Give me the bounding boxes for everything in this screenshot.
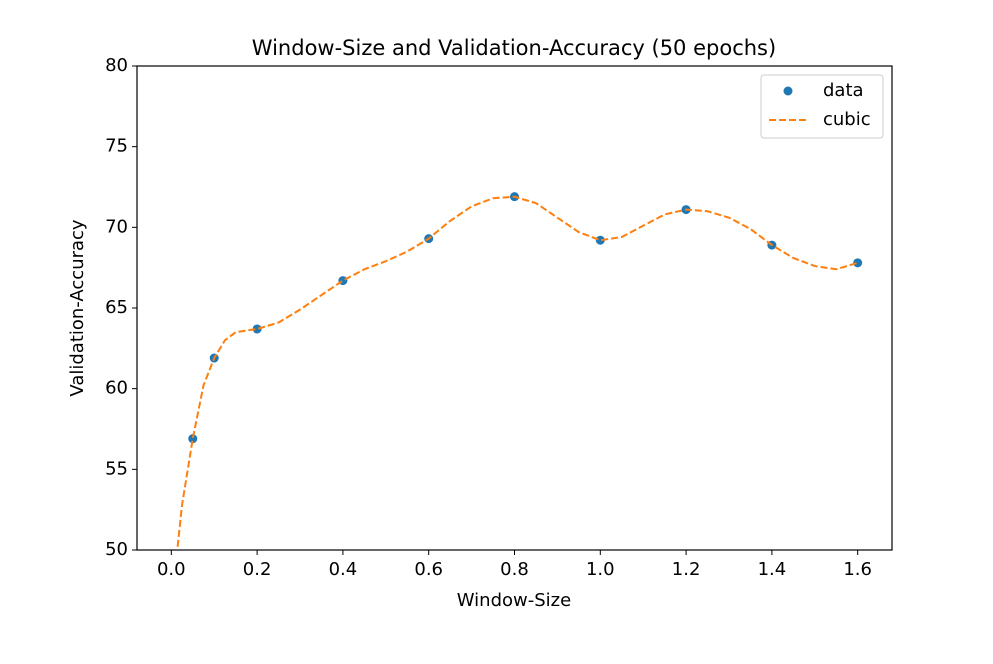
legend-label: data	[823, 80, 864, 101]
chart-title: Window-Size and Validation-Accuracy (50 …	[252, 36, 776, 60]
y-tick-label: 65	[105, 297, 128, 318]
data-point	[188, 434, 198, 444]
legend-marker	[783, 86, 793, 96]
x-tick-label: 0.8	[500, 559, 529, 580]
legend-label: cubic	[823, 109, 871, 130]
data-point	[853, 258, 863, 268]
x-tick-label: 0.2	[243, 559, 272, 580]
x-tick-label: 0.6	[414, 559, 443, 580]
y-axis-label: Validation-Accuracy	[67, 219, 88, 397]
data-point	[595, 235, 605, 245]
y-tick-label: 80	[105, 55, 128, 76]
x-axis-label: Window-Size	[457, 590, 571, 611]
x-tick-label: 0.0	[157, 559, 186, 580]
y-tick-label: 70	[105, 216, 128, 237]
x-tick-label: 1.0	[586, 559, 615, 580]
y-tick-label: 60	[105, 378, 128, 399]
data-point	[252, 324, 262, 334]
y-tick-label: 50	[105, 539, 128, 560]
y-tick-label: 55	[105, 458, 128, 479]
plot-area	[176, 192, 863, 550]
x-tick-label: 0.4	[329, 559, 358, 580]
y-tick-label: 75	[105, 136, 128, 157]
x-tick-label: 1.6	[843, 559, 872, 580]
x-tick-label: 1.2	[672, 559, 701, 580]
x-tick-label: 1.4	[758, 559, 787, 580]
curve-line	[176, 195, 858, 550]
